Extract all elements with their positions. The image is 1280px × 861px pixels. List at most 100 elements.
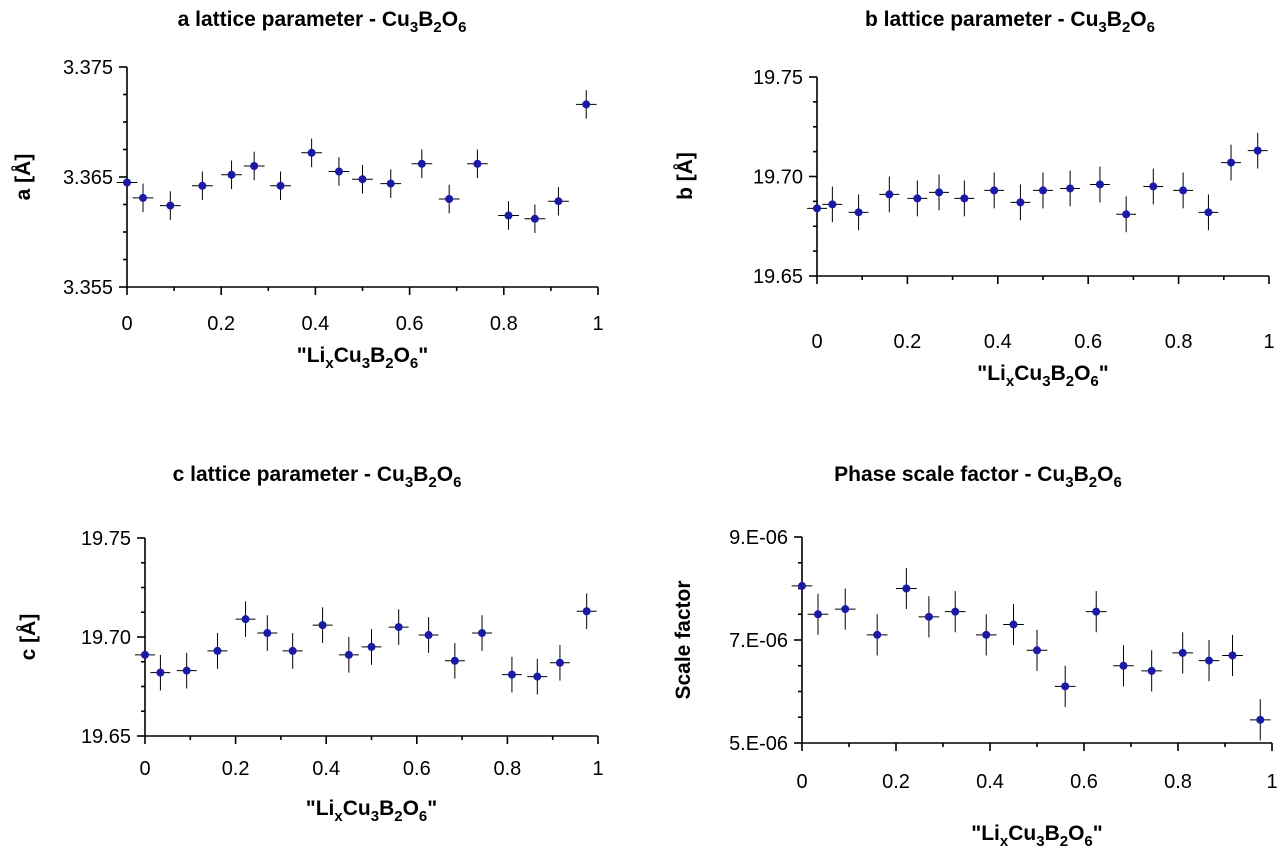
chart-title-part: 2 bbox=[1089, 474, 1097, 491]
data-marker bbox=[445, 195, 454, 203]
data-point bbox=[1026, 629, 1048, 671]
y-tick-label: 19.65 bbox=[753, 266, 803, 288]
data-marker bbox=[924, 612, 933, 621]
data-point bbox=[1172, 632, 1194, 674]
data-marker bbox=[344, 650, 353, 659]
x-axis-label-part: 3 bbox=[1042, 373, 1050, 390]
data-marker bbox=[1033, 646, 1041, 655]
chart-title-part: 6 bbox=[1113, 474, 1121, 491]
x-tick-label: 0.8 bbox=[490, 313, 518, 335]
data-point bbox=[1141, 650, 1163, 692]
data-marker bbox=[1178, 648, 1187, 657]
x-tick-label: 0.2 bbox=[222, 758, 250, 780]
data-marker bbox=[951, 607, 960, 616]
x-axis-label-part: 6 bbox=[1084, 833, 1092, 850]
data-point bbox=[527, 658, 548, 695]
data-point bbox=[444, 642, 465, 679]
data-point bbox=[524, 204, 546, 234]
data-marker bbox=[1039, 186, 1047, 195]
data-point bbox=[1010, 184, 1031, 221]
data-marker bbox=[507, 670, 516, 679]
x-axis-label-part: Cu bbox=[343, 797, 371, 820]
data-marker bbox=[1061, 682, 1070, 691]
x-axis-label-part: x bbox=[1000, 833, 1009, 850]
data-marker bbox=[156, 668, 165, 677]
x-tick-label: 1 bbox=[592, 313, 603, 335]
data-marker bbox=[386, 179, 395, 188]
data-point bbox=[1090, 166, 1110, 203]
x-axis-label-part: O bbox=[394, 344, 410, 367]
data-point bbox=[548, 186, 569, 216]
data-marker bbox=[1205, 656, 1214, 665]
data-point bbox=[501, 656, 522, 693]
x-tick-label: 0.4 bbox=[312, 758, 340, 780]
chart-title-part: O bbox=[1097, 463, 1113, 486]
data-point bbox=[1249, 699, 1271, 741]
x-tick-label: 1 bbox=[592, 758, 603, 780]
x-axis-label-part: x bbox=[1006, 373, 1015, 390]
data-point bbox=[1085, 591, 1107, 633]
x-tick-label: 0.4 bbox=[976, 771, 1004, 793]
x-axis-label-part: "Li bbox=[977, 362, 1006, 385]
x-tick-label: 0.2 bbox=[207, 313, 235, 335]
x-tick-label: 0.8 bbox=[493, 758, 521, 780]
data-point bbox=[418, 617, 439, 653]
x-axis-label-part: x bbox=[325, 355, 334, 372]
x-axis-label-part: 2 bbox=[385, 355, 393, 372]
y-axis-label: b [Å] bbox=[673, 152, 697, 200]
x-tick-label: 0.6 bbox=[396, 313, 424, 335]
x-axis-label-part: x bbox=[334, 808, 343, 825]
data-marker bbox=[913, 194, 922, 203]
x-axis-label-part: O bbox=[1068, 822, 1084, 845]
data-point bbox=[472, 615, 492, 651]
data-point bbox=[380, 169, 402, 198]
data-marker bbox=[582, 607, 591, 616]
data-point bbox=[235, 601, 256, 637]
data-point bbox=[207, 633, 228, 669]
data-point bbox=[411, 149, 433, 179]
data-point bbox=[1173, 172, 1194, 209]
data-point bbox=[944, 591, 966, 633]
data-marker bbox=[1066, 184, 1075, 193]
data-point bbox=[328, 157, 350, 186]
data-marker bbox=[213, 646, 222, 655]
data-marker bbox=[1179, 186, 1188, 195]
x-axis-label-part: "Li bbox=[297, 344, 326, 367]
data-point bbox=[361, 629, 382, 665]
x-axis-label-part: " bbox=[1093, 822, 1103, 845]
chart-panel-4: Phase scale factor - Cu3B2O65.E-067.E-06… bbox=[672, 463, 1278, 850]
data-marker bbox=[582, 100, 591, 109]
data-marker bbox=[1119, 661, 1128, 670]
chart-title-part: B bbox=[1107, 8, 1122, 31]
data-marker bbox=[424, 631, 433, 640]
data-point bbox=[879, 176, 900, 213]
chart-title: a lattice parameter - Cu3B2O6 bbox=[178, 8, 467, 36]
y-tick-label: 3.365 bbox=[63, 167, 113, 189]
chart-title-part: 2 bbox=[428, 474, 436, 491]
data-marker bbox=[139, 193, 148, 202]
data-point bbox=[549, 644, 570, 681]
data-point bbox=[176, 652, 197, 689]
data-point bbox=[807, 190, 827, 227]
chart-title-part: O bbox=[437, 463, 453, 486]
data-point bbox=[576, 593, 597, 630]
data-point bbox=[388, 609, 409, 645]
data-point bbox=[257, 615, 278, 651]
chart-title-part: 6 bbox=[453, 474, 461, 491]
data-point bbox=[243, 151, 265, 181]
data-point bbox=[312, 607, 333, 643]
chart-title: b lattice parameter - Cu3B2O6 bbox=[865, 8, 1155, 36]
x-axis-label-part: 6 bbox=[410, 355, 418, 372]
data-marker bbox=[533, 672, 542, 681]
data-point bbox=[1113, 645, 1134, 687]
data-marker bbox=[798, 581, 806, 590]
data-marker bbox=[854, 208, 863, 217]
chart-title-part: 3 bbox=[405, 474, 413, 491]
x-tick-label: 0.8 bbox=[1165, 331, 1193, 353]
x-tick-label: 0 bbox=[121, 313, 132, 335]
data-marker bbox=[990, 186, 999, 195]
data-point bbox=[159, 191, 181, 220]
x-axis-label-part: B bbox=[370, 344, 385, 367]
x-tick-label: 0.4 bbox=[301, 313, 329, 335]
